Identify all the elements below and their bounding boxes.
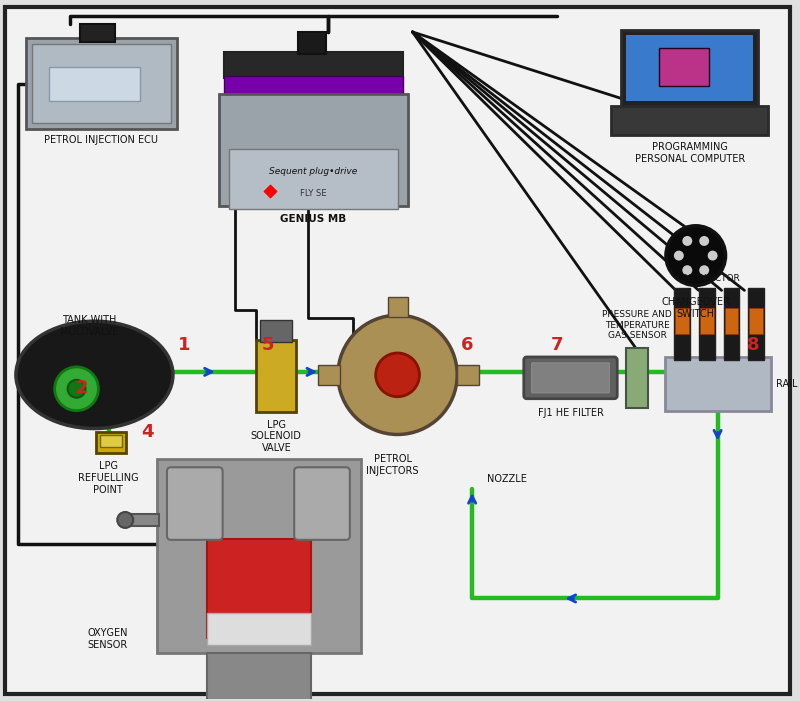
FancyBboxPatch shape: [524, 357, 618, 399]
FancyBboxPatch shape: [532, 363, 610, 393]
FancyBboxPatch shape: [229, 149, 398, 209]
Circle shape: [674, 251, 684, 261]
FancyBboxPatch shape: [206, 653, 311, 701]
FancyBboxPatch shape: [723, 288, 739, 360]
FancyBboxPatch shape: [157, 459, 361, 653]
FancyBboxPatch shape: [224, 76, 402, 95]
FancyBboxPatch shape: [294, 468, 350, 540]
FancyBboxPatch shape: [698, 288, 714, 360]
Text: OXYGEN
SENSOR: OXYGEN SENSOR: [87, 628, 127, 650]
Text: FLY SE: FLY SE: [300, 189, 326, 198]
FancyBboxPatch shape: [167, 468, 222, 540]
FancyBboxPatch shape: [5, 7, 790, 694]
FancyBboxPatch shape: [700, 308, 714, 334]
FancyBboxPatch shape: [750, 308, 763, 334]
Text: 5: 5: [262, 336, 274, 354]
Text: 4: 4: [141, 423, 154, 440]
Point: [264, 185, 277, 196]
Text: 6: 6: [461, 336, 474, 354]
Circle shape: [699, 265, 709, 275]
FancyBboxPatch shape: [298, 32, 326, 54]
Text: 8: 8: [747, 336, 760, 354]
FancyBboxPatch shape: [318, 365, 340, 385]
FancyBboxPatch shape: [674, 288, 690, 360]
Circle shape: [708, 251, 718, 261]
FancyBboxPatch shape: [224, 52, 402, 78]
Circle shape: [682, 265, 692, 275]
FancyBboxPatch shape: [626, 348, 648, 408]
Circle shape: [376, 353, 419, 397]
FancyBboxPatch shape: [218, 93, 407, 206]
FancyBboxPatch shape: [675, 308, 689, 334]
FancyBboxPatch shape: [621, 30, 758, 107]
Circle shape: [666, 226, 726, 285]
FancyBboxPatch shape: [611, 106, 768, 135]
Text: PROGRAMMING
PERSONAL COMPUTER: PROGRAMMING PERSONAL COMPUTER: [634, 142, 745, 164]
FancyBboxPatch shape: [457, 365, 479, 385]
Circle shape: [67, 380, 86, 397]
Text: GENIUS MB: GENIUS MB: [280, 214, 346, 224]
FancyBboxPatch shape: [49, 67, 140, 100]
FancyBboxPatch shape: [26, 38, 177, 130]
Text: PETROL
INJECTORS: PETROL INJECTORS: [366, 454, 419, 476]
FancyBboxPatch shape: [665, 357, 771, 411]
FancyBboxPatch shape: [206, 613, 311, 645]
Circle shape: [118, 512, 133, 528]
FancyBboxPatch shape: [261, 320, 292, 342]
FancyBboxPatch shape: [749, 288, 764, 360]
Text: TANK WITH
MULTIVALVE: TANK WITH MULTIVALVE: [60, 315, 118, 336]
FancyBboxPatch shape: [32, 44, 171, 123]
Ellipse shape: [16, 321, 173, 428]
Text: Sequent plug•drive: Sequent plug•drive: [269, 167, 358, 175]
FancyBboxPatch shape: [388, 297, 407, 318]
Circle shape: [54, 367, 98, 411]
FancyBboxPatch shape: [206, 539, 311, 638]
Text: LPG
SOLENOID
VALVE: LPG SOLENOID VALVE: [251, 420, 302, 453]
Text: 2: 2: [75, 379, 88, 397]
FancyBboxPatch shape: [626, 35, 754, 100]
FancyBboxPatch shape: [100, 435, 122, 447]
Circle shape: [682, 236, 692, 246]
Text: 7: 7: [550, 336, 563, 354]
Text: NOZZLE: NOZZLE: [487, 474, 527, 484]
FancyBboxPatch shape: [130, 514, 159, 526]
Text: LPG INJECTOR: LPG INJECTOR: [677, 274, 739, 283]
Circle shape: [699, 236, 709, 246]
Text: FJ1 HE FILTER: FJ1 HE FILTER: [538, 408, 603, 418]
FancyBboxPatch shape: [725, 308, 738, 334]
Text: LPG
REFUELLING
POINT: LPG REFUELLING POINT: [78, 461, 138, 494]
FancyBboxPatch shape: [79, 24, 115, 42]
Text: 1: 1: [178, 336, 190, 354]
Text: CHANGEOVER
SWITCH: CHANGEOVER SWITCH: [662, 297, 730, 319]
Text: PRESSURE AND
TEMPERATURE
GAS SENSOR: PRESSURE AND TEMPERATURE GAS SENSOR: [602, 311, 672, 340]
Circle shape: [338, 315, 457, 435]
Text: PETROL INJECTION ECU: PETROL INJECTION ECU: [44, 135, 158, 145]
FancyBboxPatch shape: [97, 432, 126, 454]
Text: RAIL: RAIL: [776, 379, 798, 389]
FancyBboxPatch shape: [257, 340, 296, 411]
FancyBboxPatch shape: [659, 48, 709, 86]
